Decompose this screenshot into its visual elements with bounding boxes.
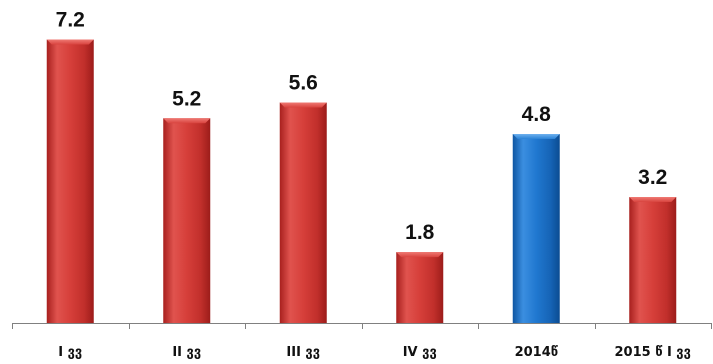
bar-body: [396, 252, 444, 323]
bar-5: [512, 134, 560, 323]
x-tick-label-4: IV ვვ: [403, 345, 437, 360]
x-tick-label-6: 2015 წ I ვვ: [615, 345, 691, 360]
data-label-2: 5.2: [172, 87, 201, 110]
bar-3: [279, 102, 327, 323]
x-tick-label-5: 2014წ: [515, 345, 558, 360]
data-labels-layer: 7.2 5.2 5.6 1.8 4.8 3.2: [56, 9, 668, 245]
bar-body: [46, 39, 94, 323]
bar-top-bevel: [46, 39, 94, 45]
bar-6: [629, 197, 677, 323]
bar-top-bevel: [279, 102, 327, 108]
bar-body: [512, 134, 560, 323]
x-tick-label-3: III ვვ: [286, 345, 320, 360]
data-label-6: 3.2: [638, 166, 667, 189]
x-tick-label-2: II ვვ: [172, 345, 201, 360]
x-tick-label-1: I ვვ: [58, 345, 82, 360]
bar-4: [396, 252, 444, 323]
bar-top-bevel: [163, 118, 211, 124]
data-label-5: 4.8: [522, 103, 552, 126]
bar-top-bevel: [512, 134, 560, 139]
bar-body: [163, 118, 211, 323]
bar-body: [629, 197, 677, 323]
bar-1: [46, 39, 94, 323]
bar-top-bevel: [629, 197, 677, 202]
bars-layer: [46, 39, 677, 323]
bar-top-bevel: [396, 252, 444, 258]
x-axis: [12, 323, 712, 329]
data-label-1: 7.2: [56, 9, 85, 32]
bar-2: [163, 118, 211, 323]
data-label-3: 5.6: [289, 72, 318, 95]
x-tick-labels: I ვვ II ვვ III ვვ IV ვვ 2014წ 2015 წ I ვვ: [58, 345, 691, 360]
bar-body: [279, 102, 327, 323]
data-label-4: 1.8: [405, 221, 435, 244]
